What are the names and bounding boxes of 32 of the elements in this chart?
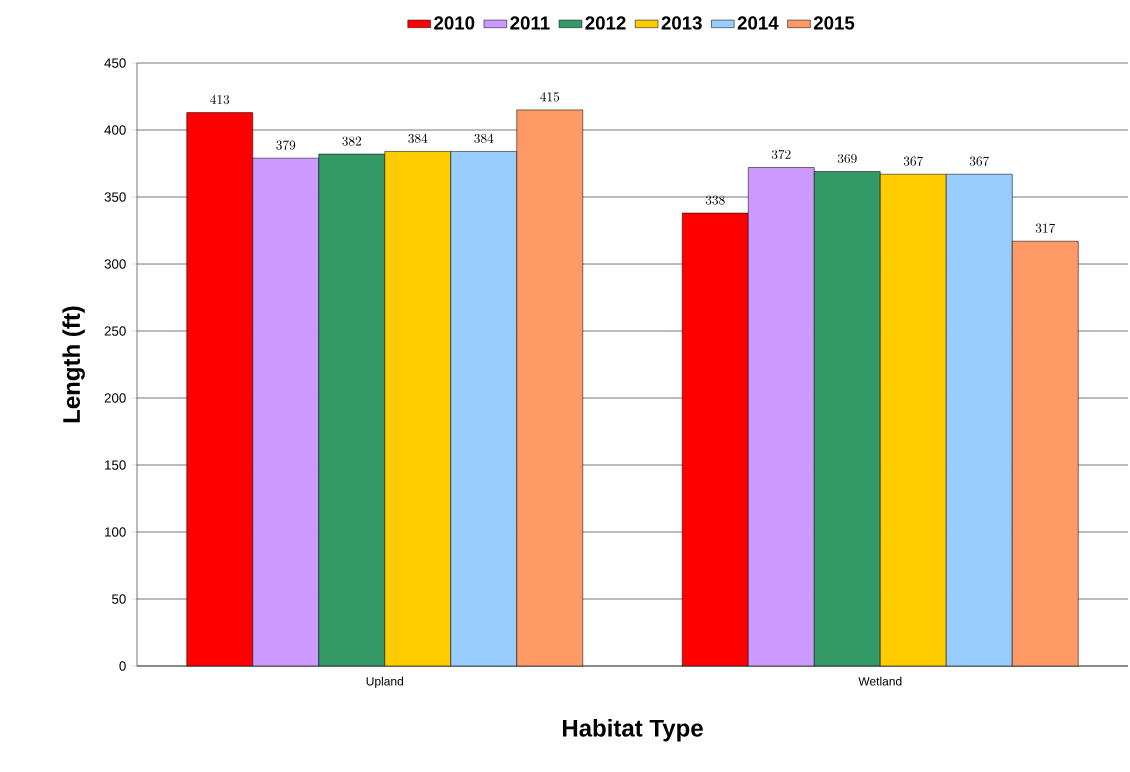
- legend-label: 2013: [661, 16, 702, 30]
- data-label: 372: [771, 149, 791, 160]
- y-tick-label: 0: [119, 661, 126, 671]
- x-axis-title: Habitat Type: [563, 719, 703, 742]
- legend-label: 2015: [813, 16, 855, 30]
- y-tick-label: 50: [112, 594, 126, 604]
- data-label: 367: [969, 156, 990, 166]
- y-axis-title: Length (ft): [62, 306, 85, 423]
- data-label: 384: [408, 133, 428, 144]
- y-tick-label: 200: [104, 393, 126, 403]
- data-label: 367: [903, 156, 924, 166]
- data-label: 379: [276, 140, 296, 150]
- data-label: 413: [210, 94, 230, 105]
- y-tick-label: 100: [105, 527, 126, 537]
- data-label: 317: [1035, 223, 1056, 233]
- y-tick-label: 400: [104, 125, 126, 135]
- legend-label: 2012: [585, 16, 626, 30]
- data-label: 338: [705, 195, 725, 205]
- data-label: 382: [342, 136, 362, 146]
- data-label: 415: [540, 92, 560, 102]
- legend-label: 2010: [434, 16, 475, 30]
- y-tick-label: 450: [104, 58, 126, 68]
- x-tick-label: Upland: [366, 676, 403, 688]
- legend-label: 2011: [510, 16, 550, 30]
- legend-label: 2014: [737, 16, 779, 30]
- x-tick-label: Wetland: [858, 676, 902, 686]
- data-label: 369: [837, 153, 857, 164]
- y-tick-label: 350: [104, 192, 126, 202]
- y-tick-label: 150: [105, 460, 126, 470]
- data-label: 384: [474, 133, 494, 144]
- y-tick-label: 250: [104, 326, 126, 336]
- y-tick-label: 300: [104, 259, 126, 269]
